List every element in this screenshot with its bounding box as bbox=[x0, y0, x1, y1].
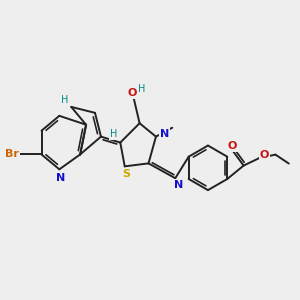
Text: H: H bbox=[110, 129, 117, 139]
Text: S: S bbox=[122, 169, 130, 179]
Text: Br: Br bbox=[5, 149, 19, 160]
Text: N: N bbox=[160, 129, 169, 139]
Text: N: N bbox=[56, 172, 65, 183]
Text: O: O bbox=[260, 150, 269, 160]
Text: H: H bbox=[61, 95, 68, 105]
Text: H: H bbox=[138, 84, 146, 94]
Text: N: N bbox=[174, 180, 184, 190]
Text: O: O bbox=[128, 88, 137, 98]
Text: O: O bbox=[227, 141, 236, 151]
